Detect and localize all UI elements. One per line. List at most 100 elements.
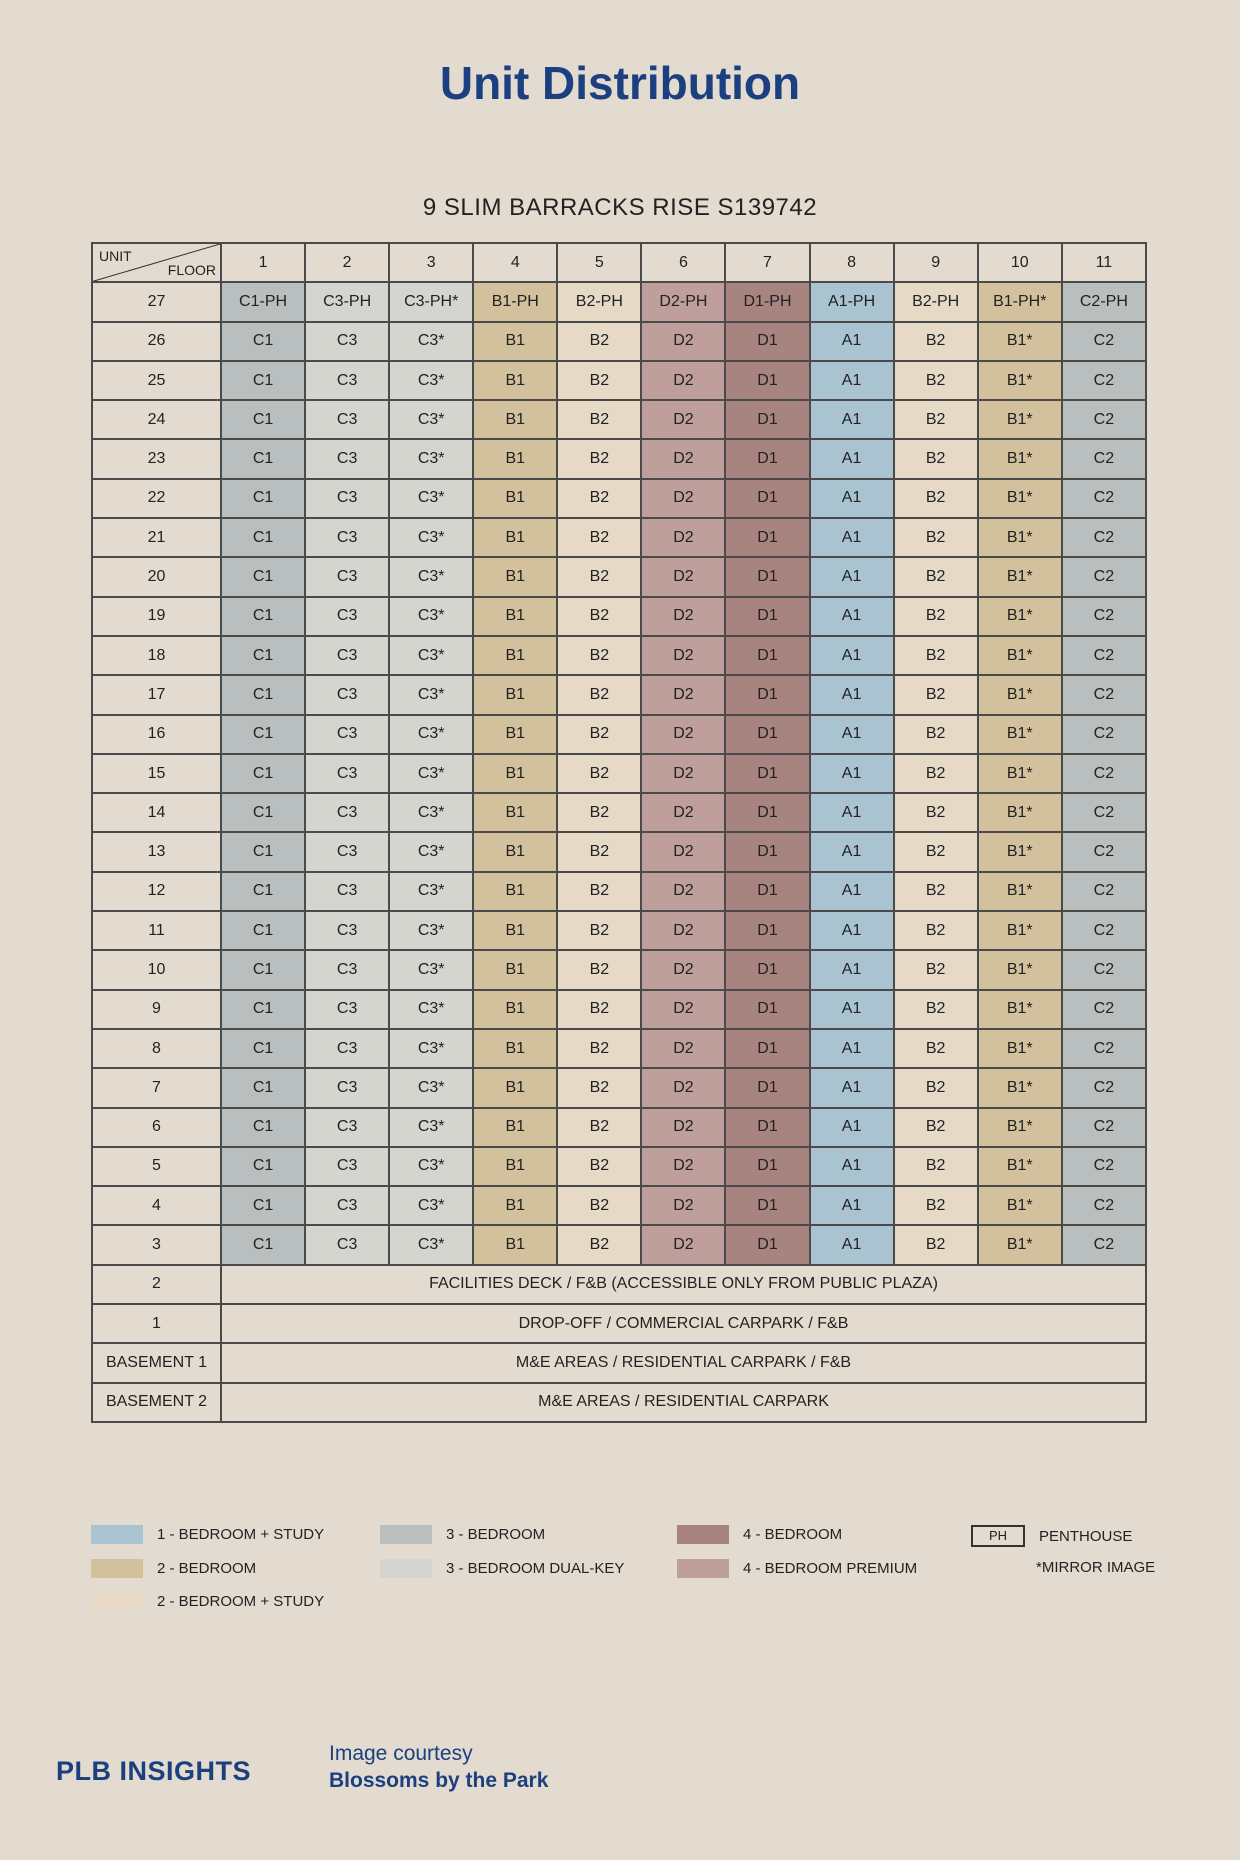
- unit-cell: B1: [472, 1145, 559, 1188]
- unit-cell: B1*: [976, 399, 1063, 441]
- unit-cell: B2: [556, 752, 643, 795]
- unit-cell: C3: [304, 910, 391, 952]
- floor-number: BASEMENT 1: [91, 1342, 222, 1384]
- floor-number: 16: [91, 713, 222, 755]
- unit-cell: C2: [1060, 792, 1148, 834]
- floor-row: 15 C1 C3 C3* B1 B2 D2 D1 A1 B2 B1* C2: [91, 752, 1148, 795]
- unit-cell: B2: [892, 1106, 979, 1148]
- floor-row: 20 C1 C3 C3* B1 B2 D2 D1 A1 B2 B1* C2: [91, 556, 1148, 598]
- unit-cell: A1: [808, 556, 895, 598]
- floor-row: 2 FACILITIES DECK / F&B (ACCESSIBLE ONLY …: [91, 1263, 1147, 1306]
- unit-cell: B1: [472, 870, 559, 913]
- unit-cell: A1: [808, 713, 895, 755]
- unit-cell: C3: [304, 359, 391, 402]
- unit-cell: B2: [892, 1027, 979, 1070]
- floor-number: 13: [91, 831, 222, 873]
- unit-cell: C2: [1060, 595, 1148, 637]
- floor-row: 18 C1 C3 C3* B1 B2 D2 D1 A1 B2 B1* C2: [91, 634, 1148, 677]
- unit-cell: C3: [304, 595, 391, 637]
- unit-cell: B2: [556, 1145, 643, 1188]
- unit-cell: B2: [892, 870, 979, 913]
- unit-cell: B1: [472, 752, 559, 795]
- unit-cell: C3*: [388, 1185, 475, 1227]
- unit-cell: D2: [640, 910, 727, 952]
- unit-cell: B1*: [976, 595, 1063, 637]
- address-subtitle: 9 SLIM BARRACKS RISE S139742: [422, 194, 818, 221]
- unit-cell: C2: [1060, 870, 1148, 913]
- floor-number: 7: [91, 1067, 222, 1109]
- floor-row: 21 C1 C3 C3* B1 B2 D2 D1 A1 B2 B1* C2: [91, 517, 1148, 559]
- unit-cell: A1: [808, 634, 895, 677]
- unit-cell: C3*: [388, 752, 475, 795]
- unit-cell: C2: [1060, 949, 1148, 991]
- unit-cell: C1: [219, 949, 307, 991]
- floor-row: 7 C1 C3 C3* B1 B2 D2 D1 A1 B2 B1* C2: [91, 1067, 1148, 1109]
- ph-box: PH: [971, 1525, 1025, 1547]
- unit-cell: D1: [724, 1224, 811, 1266]
- unit-cell: B1*: [976, 674, 1063, 716]
- unit-cell: B2: [892, 910, 979, 952]
- unit-cell: C3: [304, 477, 391, 520]
- unit-cell: D2: [640, 634, 727, 677]
- unit-cell: C3*: [388, 831, 475, 873]
- unit-cell: B2: [556, 438, 643, 480]
- unit-cell: A1: [808, 1106, 895, 1148]
- unit-cell: D2: [640, 556, 727, 598]
- legend-label: 2 - BEDROOM: [157, 1560, 257, 1577]
- unit-cell: C1: [219, 988, 307, 1030]
- unit-cell: B1*: [976, 870, 1063, 913]
- unit-cell: B2: [892, 949, 979, 991]
- unit-cell: C2: [1060, 399, 1148, 441]
- unit-cell: B1*: [976, 949, 1063, 991]
- unit-cell: C3: [304, 713, 391, 755]
- unit-cell: B2: [556, 1224, 643, 1266]
- unit-cell: A1: [808, 831, 895, 873]
- unit-cell: C2: [1060, 1106, 1148, 1148]
- unit-cell: D2: [640, 752, 727, 795]
- floor-label: FLOOR: [167, 262, 216, 279]
- unit-cell: B2: [556, 674, 643, 716]
- unit-cell: C3: [304, 831, 391, 873]
- unit-cell: B1*: [976, 438, 1063, 480]
- floor-number: 1: [91, 1303, 222, 1345]
- legend-label: PENTHOUSE: [1039, 1527, 1133, 1545]
- unit-cell: C1: [219, 713, 307, 755]
- unit-cell: C3*: [388, 674, 475, 716]
- unit-number-header: 4: [472, 241, 559, 284]
- unit-cell: B2: [892, 1185, 979, 1227]
- unit-cell: C3*: [388, 1067, 475, 1109]
- unit-cell: B1*: [976, 634, 1063, 677]
- legend-item: 2 - BEDROOM: [91, 1559, 256, 1578]
- floor-row: 9 C1 C3 C3* B1 B2 D2 D1 A1 B2 B1* C2: [91, 988, 1148, 1030]
- unit-cell: A1: [808, 438, 895, 480]
- unit-cell: B2: [892, 988, 979, 1030]
- unit-cell: C3*: [388, 792, 475, 834]
- unit-cell: B1: [472, 988, 559, 1030]
- unit-cell: D1: [724, 1185, 811, 1227]
- unit-cell: A1: [808, 320, 895, 362]
- floor-number: 25: [91, 359, 222, 402]
- unit-cell: B1: [472, 1067, 559, 1109]
- unit-cell: B2: [892, 320, 979, 362]
- unit-cell: B1*: [976, 713, 1063, 755]
- floor-number: 2: [91, 1263, 222, 1306]
- unit-cell: B1*: [976, 359, 1063, 402]
- unit-cell: D1: [724, 359, 811, 402]
- unit-cell: C3*: [388, 713, 475, 755]
- unit-cell: D2: [640, 399, 727, 441]
- unit-cell: C2: [1060, 438, 1148, 480]
- unit-cell: B2: [556, 949, 643, 991]
- unit-cell: D1: [724, 910, 811, 952]
- unit-cell: D2-PH: [640, 281, 727, 323]
- unit-cell: D2: [640, 1027, 727, 1070]
- unit-cell: C1: [219, 831, 307, 873]
- unit-number-header: 11: [1060, 241, 1148, 284]
- floor-row: 8 C1 C3 C3* B1 B2 D2 D1 A1 B2 B1* C2: [91, 1027, 1148, 1070]
- unit-cell: B2: [892, 1224, 979, 1266]
- floor-row: 19 C1 C3 C3* B1 B2 D2 D1 A1 B2 B1* C2: [91, 595, 1148, 637]
- floor-row: 26 C1 C3 C3* B1 B2 D2 D1 A1 B2 B1* C2: [91, 320, 1148, 362]
- floor-number: 27: [91, 281, 222, 323]
- unit-cell: C3: [304, 1106, 391, 1148]
- unit-cell: B1: [472, 399, 559, 441]
- unit-cell: C2: [1060, 477, 1148, 520]
